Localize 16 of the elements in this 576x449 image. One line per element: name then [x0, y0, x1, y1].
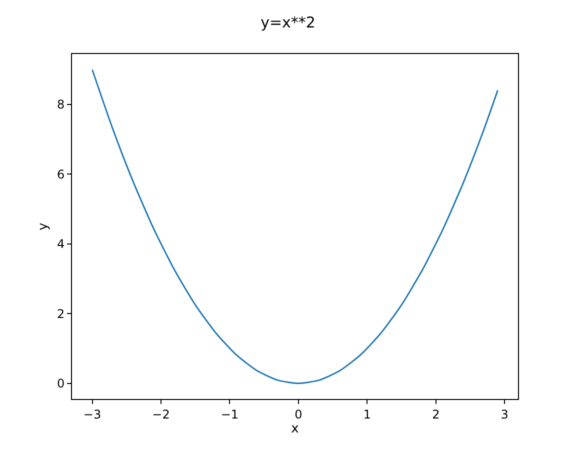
x-tick-label: 1 — [363, 407, 371, 422]
x-tick-label: 2 — [432, 407, 440, 422]
y-tick-label: 0 — [56, 376, 65, 391]
x-tick-label: 0 — [294, 407, 302, 422]
x-tick-label: −3 — [83, 407, 102, 422]
line-series — [92, 68, 498, 384]
x-tick-label: −2 — [152, 407, 170, 422]
y-axis-title: y — [36, 222, 51, 230]
x-axis-title: x — [291, 421, 300, 436]
x-tick-label: −1 — [220, 407, 239, 422]
y-tick-label: 6 — [56, 167, 65, 182]
chart-title: y=x**2 — [260, 14, 316, 32]
y-tick-label: 2 — [56, 306, 65, 321]
y-tick-label: 4 — [56, 237, 65, 252]
y-tick-label: 8 — [56, 98, 65, 112]
x-tick-label: 3 — [500, 407, 508, 422]
